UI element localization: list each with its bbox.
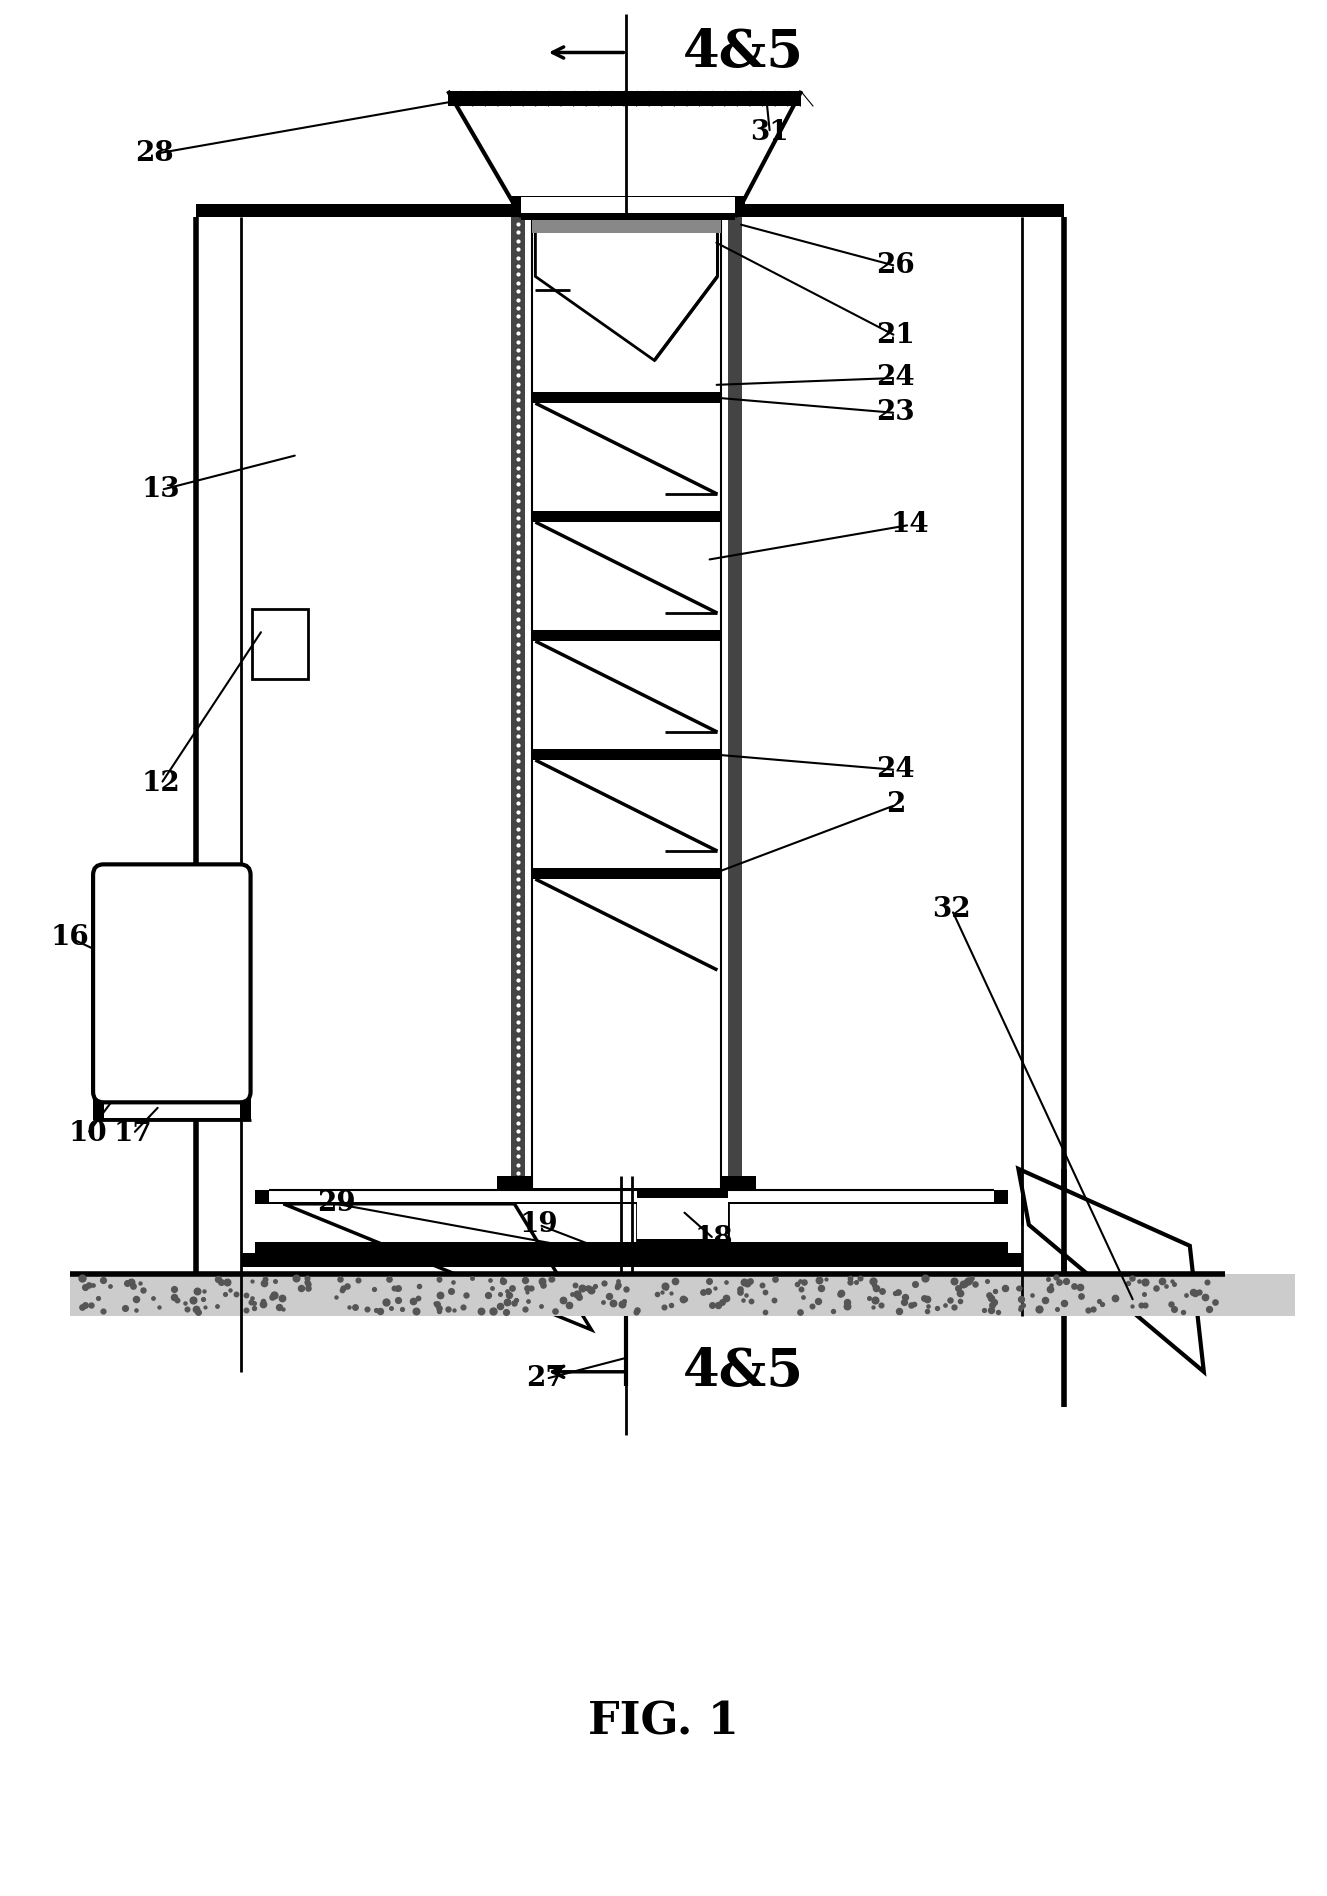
Text: 14: 14 xyxy=(890,512,929,538)
Text: 28: 28 xyxy=(134,140,174,167)
Bar xyxy=(729,216,742,1176)
Bar xyxy=(637,1238,729,1246)
Text: 19: 19 xyxy=(520,1212,559,1238)
Text: 24: 24 xyxy=(877,757,916,783)
Text: 10: 10 xyxy=(68,1121,106,1147)
Text: 12: 12 xyxy=(142,770,180,798)
Bar xyxy=(532,1176,721,1189)
Text: 16: 16 xyxy=(50,925,89,952)
Bar xyxy=(532,749,721,760)
Bar xyxy=(532,629,721,641)
Bar xyxy=(637,1191,729,1246)
Bar xyxy=(532,220,721,233)
Bar xyxy=(236,980,244,1009)
Text: 23: 23 xyxy=(877,400,916,427)
Bar xyxy=(256,1242,1007,1253)
Bar xyxy=(449,91,802,106)
Bar xyxy=(252,609,308,679)
Bar xyxy=(637,1191,729,1246)
Bar xyxy=(70,1274,1295,1316)
Text: 26: 26 xyxy=(877,252,916,279)
Bar xyxy=(511,195,746,216)
Bar xyxy=(269,1191,994,1202)
Text: 2: 2 xyxy=(886,791,905,819)
Text: 24: 24 xyxy=(877,364,916,391)
Bar xyxy=(104,1094,240,1119)
Polygon shape xyxy=(1018,1168,1204,1373)
Bar xyxy=(256,1191,1007,1204)
Polygon shape xyxy=(535,220,718,360)
Text: 32: 32 xyxy=(933,897,971,923)
Bar xyxy=(637,1191,729,1198)
Bar xyxy=(522,214,735,220)
Text: 13: 13 xyxy=(142,476,180,504)
Text: 4&5: 4&5 xyxy=(682,27,803,78)
Bar xyxy=(93,1092,251,1121)
Text: FIG. 1: FIG. 1 xyxy=(588,1701,739,1742)
Bar xyxy=(242,1253,1022,1267)
Bar xyxy=(496,1176,756,1191)
Text: 31: 31 xyxy=(751,119,790,146)
Bar xyxy=(511,216,525,1176)
FancyBboxPatch shape xyxy=(93,865,251,1102)
Text: 17: 17 xyxy=(114,1121,153,1147)
Text: 18: 18 xyxy=(694,1225,734,1251)
Bar xyxy=(532,868,721,880)
Text: 4&5: 4&5 xyxy=(682,1346,803,1397)
Text: 21: 21 xyxy=(877,322,916,349)
Polygon shape xyxy=(284,1204,592,1329)
Bar xyxy=(532,392,721,404)
Text: 27: 27 xyxy=(527,1365,565,1392)
Text: 29: 29 xyxy=(317,1191,356,1217)
Bar xyxy=(196,205,1064,216)
Bar xyxy=(532,510,721,521)
Bar xyxy=(522,197,735,214)
